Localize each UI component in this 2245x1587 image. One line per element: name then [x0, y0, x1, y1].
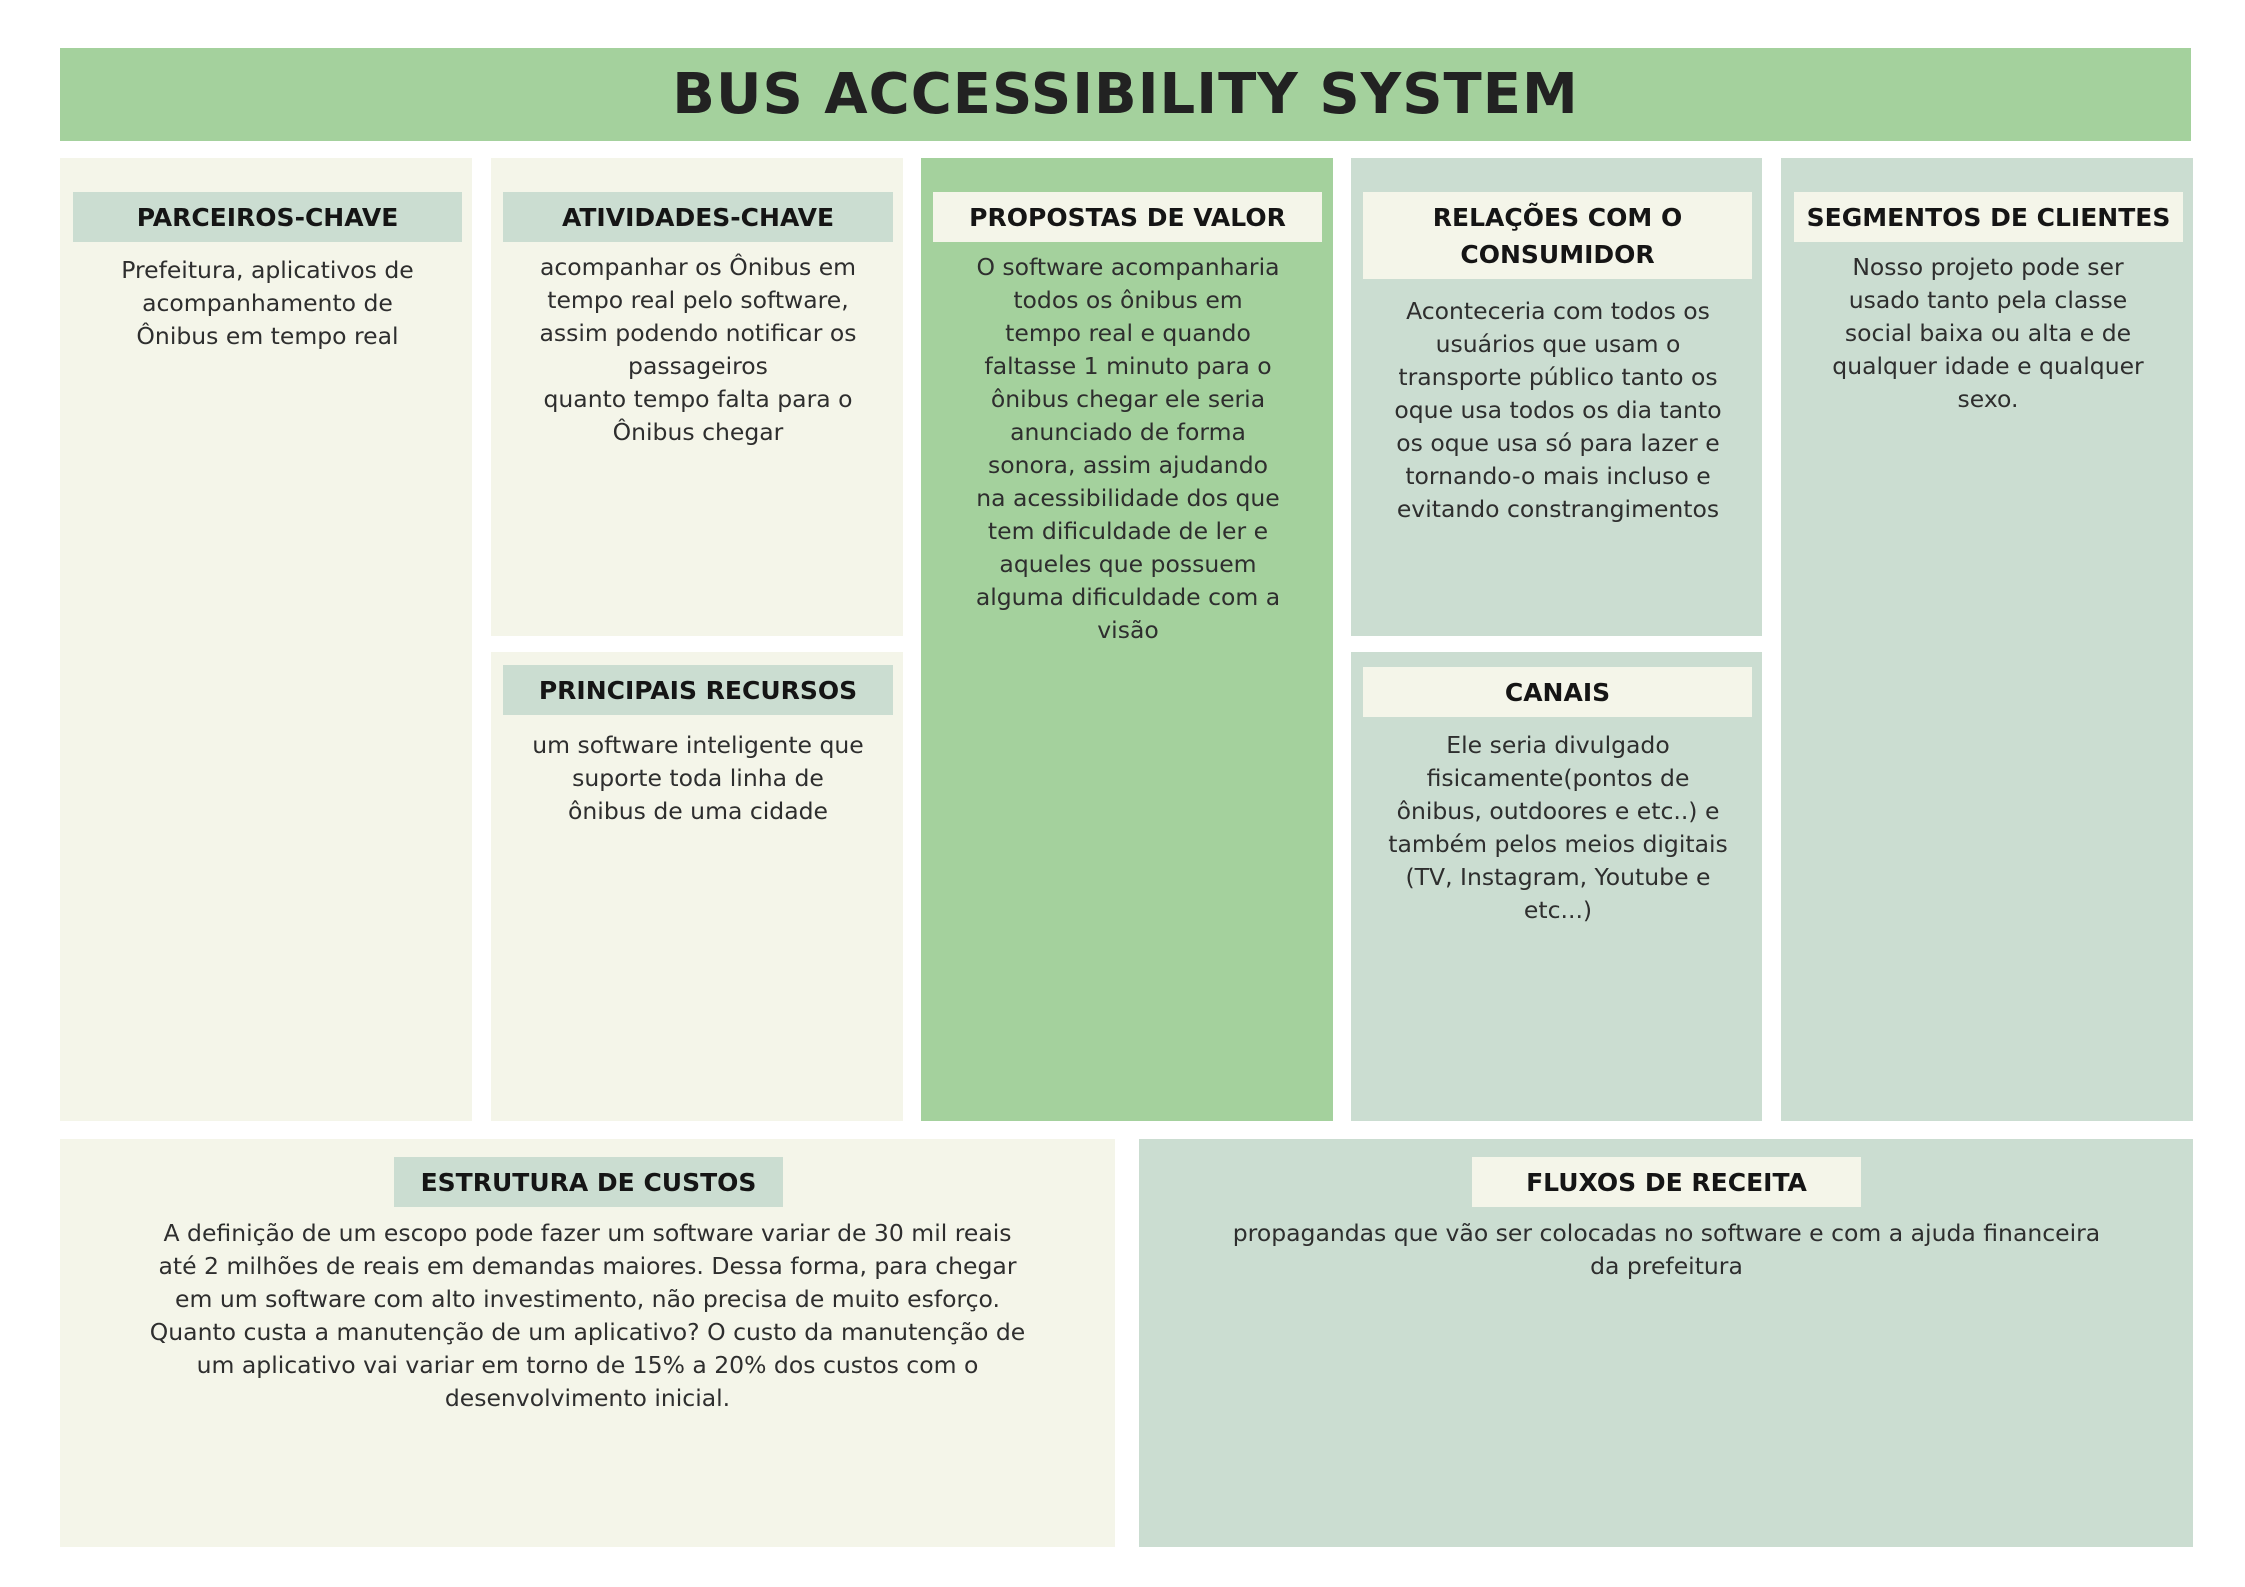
title-bar: BUS ACCESSIBILITY SYSTEM	[60, 48, 2191, 141]
segmentos-clientes-label: SEGMENTOS DE CLIENTES	[1794, 192, 2183, 242]
propostas-de-valor-text: O software acompanharia todos os ônibus …	[975, 253, 1281, 644]
parceiros-chave-block	[60, 158, 472, 1121]
propostas-de-valor-label: PROPOSTAS DE VALOR	[933, 192, 1322, 242]
estrutura-custos-label: ESTRUTURA DE CUSTOS	[394, 1157, 783, 1207]
propostas-de-valor-block	[921, 158, 1333, 1121]
atividades-chave-text: acompanhar os Ônibus em tempo real pelo …	[539, 253, 857, 446]
segmentos-clientes-text: Nosso projeto pode ser usado tanto pela …	[1832, 253, 2144, 413]
estrutura-custos-text: A definição de um escopo pode fazer um s…	[149, 1219, 1026, 1412]
relacoes-consumidor-text: Aconteceria com todos os usuários que us…	[1394, 297, 1722, 523]
fluxos-receita-text: propagandas que vão ser colocadas no sof…	[1232, 1219, 2101, 1280]
atividades-chave-label: ATIVIDADES-CHAVE	[503, 192, 893, 242]
relacoes-consumidor-label: RELAÇÕES COM O CONSUMIDOR	[1363, 192, 1752, 279]
canais-block	[1351, 652, 1762, 1121]
fluxos-receita-label: FLUXOS DE RECEITA	[1472, 1157, 1861, 1207]
principais-recursos-block	[491, 652, 903, 1121]
canais-label: CANAIS	[1363, 667, 1752, 717]
parceiros-chave-label: PARCEIROS-CHAVE	[73, 192, 462, 242]
parceiros-chave-text: Prefeitura, aplicativos de acompanhament…	[121, 256, 414, 350]
fluxos-receita-block	[1139, 1139, 2193, 1547]
page-title: BUS ACCESSIBILITY SYSTEM	[672, 62, 1579, 127]
principais-recursos-text: um software inteligente que suporte toda…	[532, 731, 864, 825]
segmentos-clientes-block	[1781, 158, 2193, 1121]
estrutura-custos-block	[60, 1139, 1115, 1547]
principais-recursos-label: PRINCIPAIS RECURSOS	[503, 665, 893, 715]
canais-text: Ele seria divulgado fisicamente(pontos d…	[1388, 731, 1728, 924]
